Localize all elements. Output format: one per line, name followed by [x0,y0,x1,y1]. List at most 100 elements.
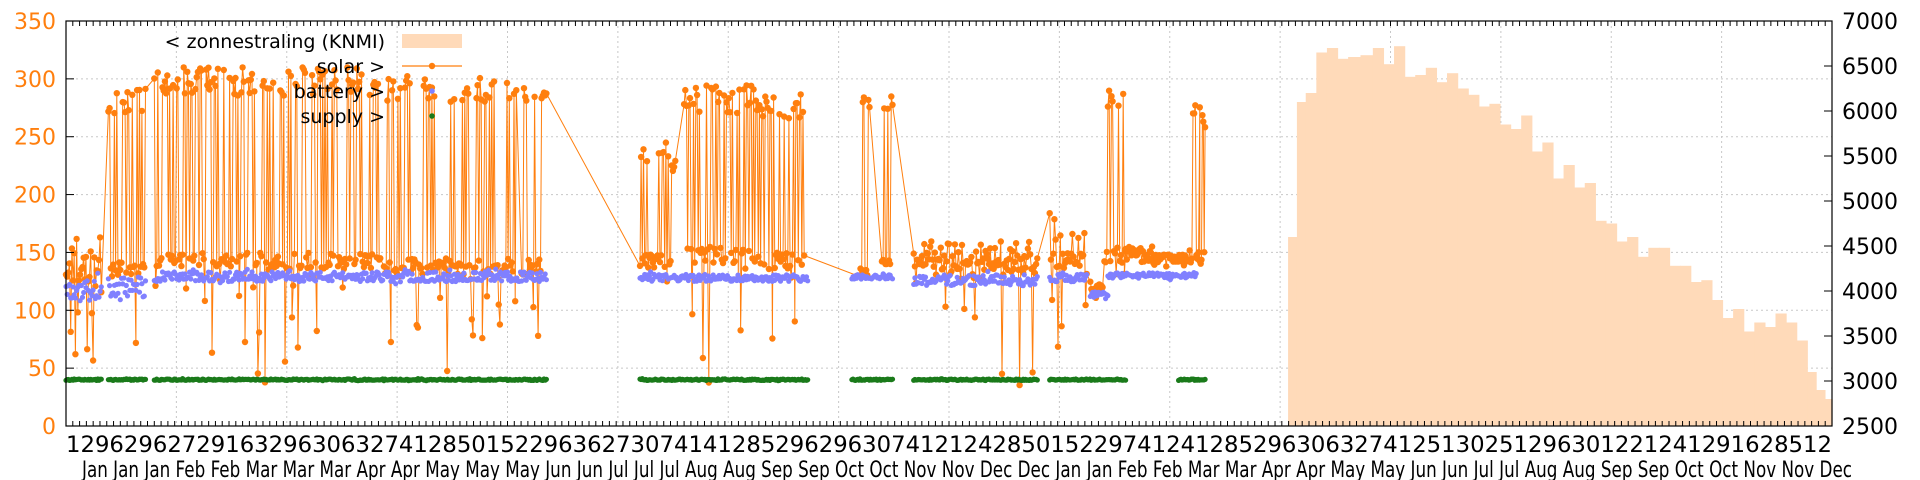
solar-point [120,99,128,106]
solar-point [785,115,793,122]
battery-point [284,273,290,279]
zonnestraling-bar [1690,282,1702,426]
solar-point [783,250,790,257]
solar-point [180,64,187,71]
solar-point [394,95,402,103]
solar-point [710,259,717,266]
solar-point [636,262,644,270]
solar-point [662,139,670,146]
zonnestraling-bar [1574,187,1586,426]
solar-series [62,64,1209,389]
y-left-tick-label: 300 [14,68,56,93]
battery-point [222,270,228,276]
y-right-tick-label: 4000 [1842,280,1898,305]
y-right-tick-label: 5500 [1842,145,1898,170]
solar-point [746,99,754,107]
battery-point [397,279,403,285]
zonnestraling-bar [1807,372,1817,426]
battery-point [805,278,811,284]
y-right-tick-label: 3000 [1842,370,1898,395]
solar-point [465,90,472,97]
solar-point [434,264,441,271]
solar-point [187,80,194,88]
battery-point [313,278,319,284]
battery-point [493,266,499,272]
solar-point [129,91,136,99]
battery-point [287,268,293,274]
solar-point [765,265,773,273]
legend-label: < zonnestraling (KNMI) [165,31,385,53]
solar-point [404,73,411,80]
solar-point [387,338,395,346]
solar-point [397,85,404,92]
solar-point [164,72,171,79]
solar-point [1057,232,1064,239]
solar-point [736,86,743,93]
y-right-tick-label: 4500 [1842,235,1898,260]
solar-point [650,264,658,271]
battery-point [499,278,505,284]
solar-point [374,80,382,88]
solar-point [193,74,200,81]
solar-point [1075,234,1082,242]
battery-point [376,271,382,278]
battery-point [504,269,511,275]
solar-point [255,329,263,336]
solar-point [1024,245,1032,252]
solar-point [288,314,296,321]
solar-point [212,82,219,90]
solar-point [410,264,417,271]
y-right-tick-label: 7000 [1842,10,1898,35]
zonnestraling-bar [1447,73,1459,426]
solar-point [232,74,239,82]
battery-point [945,278,951,284]
solar-point [731,258,738,265]
solar-point [983,250,990,258]
solar-point [1199,112,1206,119]
solar-point [238,89,245,96]
solar-point [789,251,796,258]
solar-point [797,91,804,98]
solar-point [745,247,753,255]
solar-point [111,109,118,117]
solar-point [927,243,934,250]
zonnestraling-bar [1394,46,1406,426]
solar-point [534,332,542,339]
battery-point [919,280,925,287]
solar-point [106,104,113,112]
solar-point [343,261,350,268]
zonnestraling-bar [1605,223,1618,426]
supply-point [805,377,811,383]
supply-point [98,376,104,382]
solar-point [346,255,353,262]
solar-point [1108,93,1115,100]
solar-point [479,334,486,342]
solar-point [722,255,729,262]
solar-point [311,82,318,89]
battery-point [70,284,76,290]
solar-point [1027,251,1034,258]
solar-point [712,83,720,90]
battery-point [400,274,406,280]
battery-point [1193,271,1199,277]
battery-point [204,274,210,280]
zonnestraling-bar [1680,265,1692,426]
solar-point [344,64,351,71]
solar-point [1054,343,1062,350]
zonnestraling-bar [1510,129,1522,426]
battery-point [985,268,991,275]
solar-point [967,259,974,266]
solar-point [641,260,648,267]
battery-point [786,278,792,284]
y-left-tick-label: 100 [14,299,56,324]
battery-point [72,295,78,301]
battery-point [123,282,129,289]
battery-point [224,274,230,280]
legend-swatch-point [429,88,435,94]
solar-point [1069,230,1076,238]
solar-point [691,259,698,266]
battery-point [198,272,204,278]
battery-point [889,276,896,282]
solar-point [1115,102,1122,109]
solar-point [949,253,956,260]
